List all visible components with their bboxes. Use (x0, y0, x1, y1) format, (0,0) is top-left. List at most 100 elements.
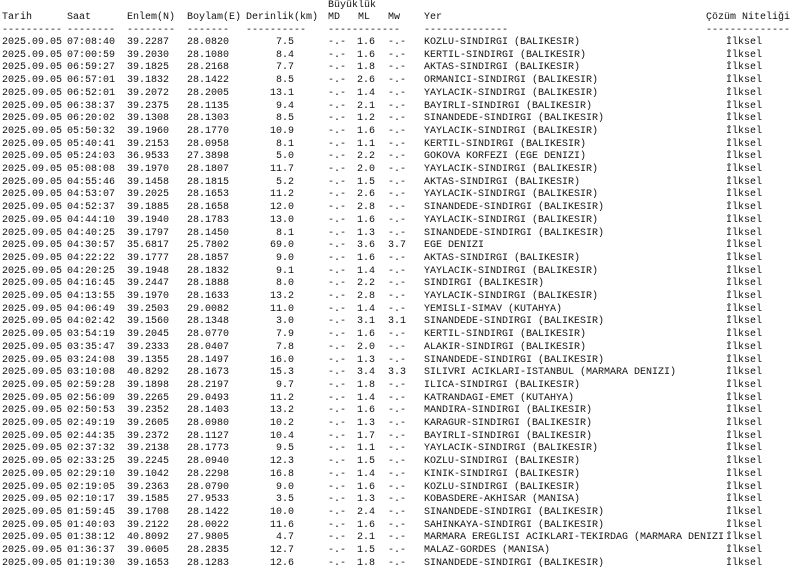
cell-ml: 2.6 (357, 189, 376, 201)
cell-time: 06:38:37 (67, 100, 116, 112)
cell-date: 2025.09.05 (2, 87, 63, 99)
cell-depth: 12.0 (269, 202, 294, 214)
cell-latitude: 39.2363 (127, 481, 170, 493)
cell-ml: 1.6 (357, 49, 376, 61)
table-row: 2025.09.05 04:30:57 35.6817 25.7802 69.0 -.- 3… (0, 240, 800, 251)
cell-mw: -.- (388, 278, 407, 290)
cell-date: 2025.09.05 (2, 405, 63, 417)
cell-mw: -.- (388, 87, 407, 99)
cell-depth: 3.5 (275, 494, 294, 506)
cell-md: -.- (328, 278, 347, 290)
cell-time: 06:20:02 (67, 113, 116, 125)
header-divider: ---------- -------- -------- ------- ---… (0, 25, 800, 36)
cell-ml: 2.0 (357, 341, 376, 353)
cell-mw: -.- (388, 113, 407, 125)
cell-ml: 2.4 (357, 506, 376, 518)
cell-date: 2025.09.05 (2, 252, 63, 264)
cell-date: 2025.09.05 (2, 367, 63, 379)
cell-location: KOZLU-SINDIRGI (BALIKESIR) (424, 37, 581, 48)
cell-time: 02:49:19 (67, 418, 116, 429)
cell-ml: 1.6 (357, 481, 376, 493)
cell-location: EGE DENIZI (424, 240, 485, 252)
cell-solution-type: İlksel (726, 405, 763, 417)
cell-solution-type: İlksel (726, 278, 763, 290)
cell-longitude: 28.2168 (187, 62, 230, 74)
cell-time: 06:52:01 (67, 87, 116, 99)
cell-date: 2025.09.05 (2, 138, 63, 150)
cell-time: 01:40:03 (67, 519, 116, 531)
cell-md: -.- (328, 100, 347, 112)
cell-time: 05:40:41 (67, 138, 116, 150)
table-row: 2025.09.05 07:08:40 39.2287 28.0820 7.5 -.- 1.… (0, 37, 800, 48)
cell-latitude: 39.2352 (127, 405, 170, 417)
cell-latitude: 39.1948 (127, 265, 170, 277)
cell-time: 01:19:30 (67, 557, 116, 569)
table-row: 2025.09.05 06:59:27 39.1825 28.2168 7.7 -.- 1.… (0, 62, 800, 73)
cell-location: YEMISLI-SIMAV (KUTAHYA) (424, 303, 563, 315)
cell-longitude: 28.0980 (187, 418, 230, 429)
cell-time: 04:13:55 (67, 291, 116, 302)
cell-date: 2025.09.05 (2, 176, 63, 188)
cell-ml: 3.1 (357, 316, 376, 328)
cell-ml: 1.6 (357, 252, 376, 264)
cell-mw: -.- (388, 176, 407, 188)
cell-md: -.- (328, 405, 347, 417)
cell-latitude: 39.2333 (127, 341, 170, 353)
cell-mw: -.- (388, 49, 407, 61)
cell-location: BAYIRLI-SINDIRGI (BALIKESIR) (424, 100, 593, 112)
cell-date: 2025.09.05 (2, 545, 63, 556)
cell-mw: -.- (388, 329, 407, 341)
cell-mw: -.- (388, 214, 407, 226)
header-cozum: Çözüm Niteliği (706, 12, 791, 23)
cell-mw: -.- (388, 354, 407, 366)
cell-time: 01:36:37 (67, 545, 116, 556)
cell-ml: 1.6 (357, 37, 376, 48)
cell-ml: 1.5 (357, 545, 376, 556)
cell-mw: -.- (388, 494, 407, 506)
cell-md: -.- (328, 367, 347, 379)
cell-solution-type: İlksel (726, 189, 763, 201)
cell-location: AKTAS-SINDIRGI (BALIKESIR) (424, 62, 581, 74)
cell-depth: 16.8 (269, 468, 294, 480)
cell-latitude: 39.1308 (127, 113, 170, 125)
cell-ml: 1.6 (357, 125, 376, 137)
cell-longitude: 28.2298 (187, 468, 230, 480)
cell-ml: 3.6 (357, 240, 376, 252)
cell-location: ORMANICI-SINDIRGI (BALIKESIR) (424, 75, 599, 87)
cell-date: 2025.09.05 (2, 519, 63, 531)
cell-mw: -.- (388, 405, 407, 417)
table-row: 2025.09.05 02:10:17 39.1585 27.9533 3.5 -.- 1.… (0, 494, 800, 505)
cell-depth: 13.2 (269, 405, 294, 417)
table-row: 2025.09.05 02:49:19 39.2605 28.0980 10.2 -.- 1… (0, 418, 800, 429)
cell-md: -.- (328, 176, 347, 188)
cell-depth: 7.7 (275, 62, 294, 74)
cell-time: 04:44:10 (67, 214, 116, 226)
cell-date: 2025.09.05 (2, 291, 63, 302)
header-derinlik: Derinlik(km) (246, 12, 319, 23)
cell-longitude: 28.1783 (187, 214, 230, 226)
cell-ml: 1.4 (357, 265, 376, 277)
cell-solution-type: İlksel (726, 316, 763, 328)
cell-depth: 9.4 (275, 100, 294, 112)
cell-longitude: 29.0493 (187, 392, 230, 404)
cell-longitude: 27.9805 (187, 532, 230, 544)
cell-depth: 11.2 (269, 392, 294, 404)
cell-solution-type: İlksel (726, 37, 763, 48)
cell-md: -.- (328, 481, 347, 493)
cell-mw: -.- (388, 341, 407, 353)
cell-depth: 15.3 (269, 367, 294, 379)
cell-ml: 1.6 (357, 405, 376, 417)
cell-solution-type: İlksel (726, 214, 763, 226)
cell-solution-type: İlksel (726, 367, 763, 379)
cell-date: 2025.09.05 (2, 329, 63, 341)
cell-longitude: 28.1633 (187, 291, 230, 302)
header-yer: Yer (424, 12, 443, 23)
cell-depth: 8.5 (275, 75, 294, 87)
cell-time: 02:33:25 (67, 456, 116, 468)
cell-longitude: 28.1403 (187, 405, 230, 417)
cell-md: -.- (328, 75, 347, 87)
table-row: 2025.09.05 04:53:07 39.2025 28.1653 11.2 -.- 2… (0, 189, 800, 200)
cell-date: 2025.09.05 (2, 151, 63, 163)
cell-solution-type: İlksel (726, 151, 763, 163)
cell-time: 03:54:19 (67, 329, 116, 341)
